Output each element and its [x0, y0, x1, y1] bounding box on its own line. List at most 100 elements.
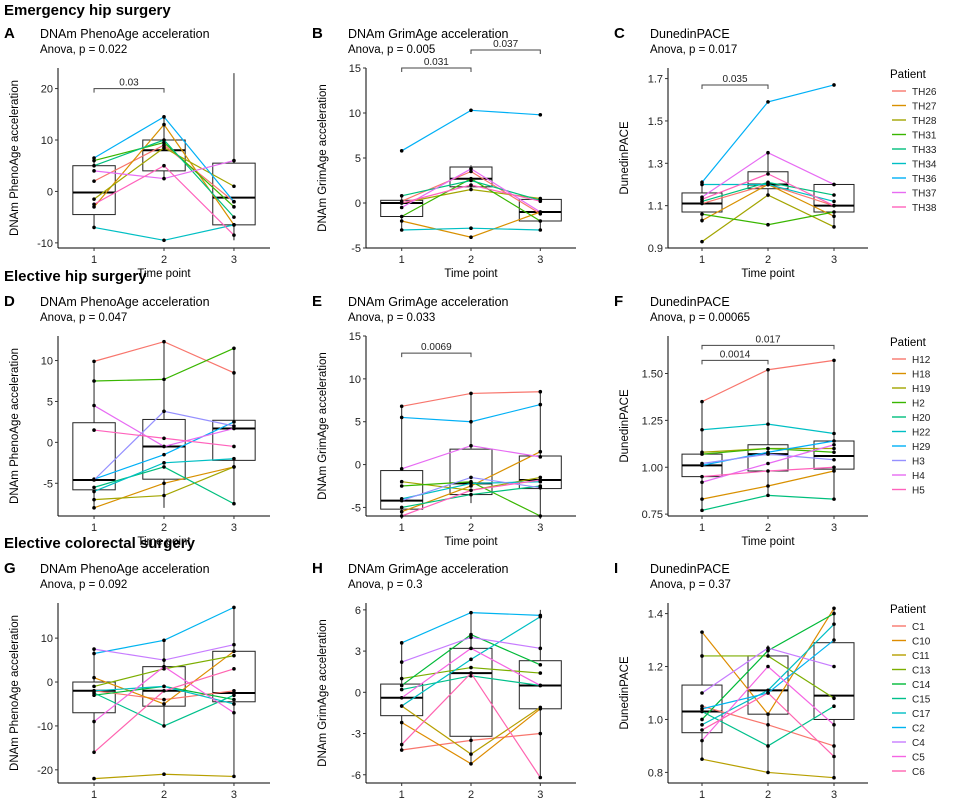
y-tick-label: -20 [37, 765, 53, 777]
panel-title: DNAm GrimAge acceleration [348, 295, 509, 309]
data-point-c14 [766, 648, 770, 653]
data-point-h12 [766, 367, 770, 372]
data-point-h2 [700, 452, 704, 456]
data-point-th28 [469, 187, 473, 192]
data-point-c13 [538, 671, 543, 675]
data-point-c1 [832, 744, 836, 748]
anova-text: Anova, p = 0.033 [348, 312, 435, 324]
y-tick-label: 1.7 [648, 74, 663, 86]
data-point-h12 [538, 389, 543, 394]
data-point-h29 [832, 439, 836, 443]
y-tick-label: -5 [351, 502, 361, 514]
anova-text: Anova, p = 0.047 [40, 312, 127, 324]
panel-title: DNAm PhenoAge acceleration [40, 27, 210, 41]
x-tick-label: 2 [765, 254, 771, 266]
data-point-c5 [162, 664, 166, 669]
x-tick-label: 3 [231, 789, 237, 801]
data-point-h29 [469, 419, 473, 424]
panel-title: DunedinPACE [650, 27, 730, 41]
data-point-c15 [162, 724, 166, 728]
legend-label-c1: C1 [912, 622, 925, 633]
data-point-h3 [162, 409, 166, 414]
data-point-c2 [538, 613, 543, 618]
data-point-h12 [92, 359, 96, 364]
data-point-th38 [700, 197, 704, 202]
data-point-c5 [538, 683, 543, 688]
legend-label-h12: H12 [912, 355, 931, 366]
x-axis-label: Time point [444, 268, 498, 280]
panel-title: DNAm PhenoAge acceleration [40, 295, 210, 309]
data-point-c6 [700, 728, 704, 732]
data-point-c4 [232, 642, 236, 647]
data-point-c10 [162, 702, 166, 706]
data-point-c5 [766, 664, 770, 669]
panel-title: DNAm GrimAge acceleration [348, 27, 509, 41]
data-point-h4 [232, 426, 236, 431]
data-point-c17 [469, 657, 473, 662]
data-point-th38 [232, 233, 236, 237]
series-line-th31 [701, 211, 835, 226]
data-point-c13 [92, 684, 96, 689]
data-point-th28 [766, 193, 770, 197]
box-iqr [380, 470, 424, 510]
box-iqr [681, 192, 723, 213]
anova-text: Anova, p = 0.017 [650, 44, 737, 56]
y-tick-label: -5 [43, 478, 53, 490]
data-point-th31 [700, 212, 704, 216]
data-point-c6 [399, 742, 404, 747]
data-point-h18 [766, 484, 770, 488]
data-point-th36 [469, 108, 473, 113]
y-axis-label: DunedinPACE [619, 656, 631, 730]
data-point-h20 [766, 493, 770, 498]
data-point-c1 [399, 748, 404, 752]
section-title-elective-hip: Elective hip surgery [4, 268, 147, 285]
comparison-bracket [701, 344, 835, 350]
legend-label-th34: TH34 [912, 160, 937, 171]
data-point-th36 [700, 180, 704, 185]
x-tick-label: 2 [161, 789, 167, 801]
data-point-c15 [399, 687, 404, 692]
data-point-c14 [538, 663, 543, 667]
panel-title: DNAm GrimAge acceleration [348, 562, 509, 576]
data-point-h2 [538, 514, 543, 518]
data-point-c1 [232, 689, 236, 693]
anova-text: Anova, p = 0.00065 [650, 312, 750, 324]
data-point-h20 [469, 492, 473, 497]
y-tick-label: -6 [351, 770, 361, 782]
data-point-th36 [766, 100, 770, 104]
data-point-th37 [399, 205, 404, 210]
data-point-h20 [399, 505, 404, 510]
legend-label-h3: H3 [912, 457, 925, 468]
data-point-c15 [700, 709, 704, 714]
x-tick-label: 1 [699, 789, 705, 801]
y-tick-label: 3 [355, 646, 361, 658]
legend-label-h18: H18 [912, 370, 931, 381]
legend-label-c5: C5 [912, 753, 925, 764]
x-tick-label: 3 [231, 522, 237, 534]
x-tick-label: 3 [831, 522, 837, 534]
legend-label-c2: C2 [912, 724, 925, 735]
data-point-th33 [92, 163, 96, 168]
panel-label: H [312, 560, 323, 577]
legend-label-c14: C14 [912, 680, 931, 691]
data-point-c17 [162, 684, 166, 689]
panel-label: B [312, 25, 323, 42]
comparison-p-label: 0.031 [424, 57, 449, 68]
x-tick-label: 2 [468, 522, 474, 534]
data-point-c10 [399, 720, 404, 725]
data-point-h3 [832, 457, 836, 462]
x-tick-label: 2 [161, 522, 167, 534]
data-point-th37 [232, 158, 236, 163]
data-point-h5 [832, 465, 836, 470]
data-point-th27 [92, 205, 96, 209]
legend-label-h5: H5 [912, 486, 925, 497]
data-point-c13 [766, 654, 770, 658]
data-point-th38 [538, 199, 543, 203]
data-point-c4 [92, 647, 96, 651]
data-point-h20 [832, 497, 836, 501]
data-point-th38 [92, 202, 96, 207]
anova-text: Anova, p = 0.37 [650, 579, 731, 591]
data-point-c1 [700, 704, 704, 709]
data-point-th37 [832, 182, 836, 187]
comparison-bracket [401, 67, 472, 72]
